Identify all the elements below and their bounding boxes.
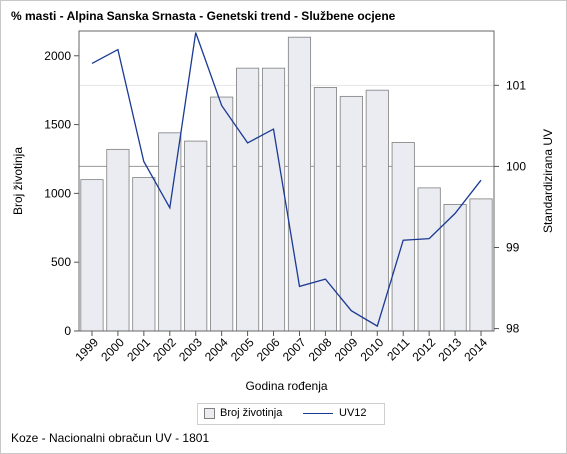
x-tick-label-2012: 2012 [409, 335, 438, 364]
chart-legend: Broj životinja UV12 [197, 403, 385, 425]
x-tick-label-2008: 2008 [306, 335, 335, 364]
bar-2006 [261, 67, 286, 332]
footnote: Koze - Nacionalni obračun UV - 1801 [11, 431, 210, 445]
y-tick-label-500: 500 [51, 255, 71, 269]
uv12-line [91, 32, 482, 328]
legend-label-line: UV12 [339, 407, 367, 419]
bar-2004 [210, 96, 234, 332]
y2-axis-title: Standardizirana UV [541, 129, 555, 233]
x-tick-label-2000: 2000 [98, 335, 127, 364]
x-tick-label-2013: 2013 [435, 335, 464, 364]
x-tick-label-2004: 2004 [202, 335, 231, 364]
legend-item-line: UV12 [303, 407, 367, 419]
y-tick-label-1500: 1500 [44, 118, 71, 132]
legend-item-bars: Broj životinja [204, 407, 282, 419]
legend-line-swatch [303, 412, 333, 414]
y-tick-label-1000: 1000 [44, 186, 71, 200]
x-tick-label-2011: 2011 [384, 335, 412, 363]
chart-title: % masti - Alpina Sanska Srnasta - Genets… [11, 9, 396, 23]
x-tick-label-2010: 2010 [358, 335, 387, 364]
bar-2001 [132, 177, 156, 332]
bar-2009 [339, 95, 363, 332]
y2-tick-label-100: 100 [506, 159, 526, 173]
bar-2003 [184, 140, 208, 332]
bar-2013 [443, 203, 467, 332]
y-tick-label-2000: 2000 [44, 49, 71, 63]
bar-2014 [469, 198, 493, 332]
x-tick-label-1999: 1999 [72, 335, 101, 364]
bar-2000 [106, 148, 130, 332]
y2-tick-label-98: 98 [506, 322, 520, 336]
y-tick-label-0: 0 [64, 324, 71, 338]
x-tick-label-2002: 2002 [150, 335, 179, 364]
bar-2005 [236, 67, 260, 332]
x-tick-label-2007: 2007 [280, 335, 309, 364]
x-tick-label-2014: 2014 [461, 335, 490, 364]
bar-2012 [417, 187, 441, 332]
y2-tick-label-101: 101 [506, 78, 526, 92]
bar-2011 [391, 142, 415, 332]
x-tick-label-2006: 2006 [254, 335, 283, 364]
x-axis-title: Godina rođenja [245, 379, 327, 393]
bar-1999 [80, 179, 104, 332]
legend-label-bars: Broj životinja [220, 407, 283, 419]
y-axis-title: Broj životinja [11, 147, 25, 215]
y2-tick-label-99: 99 [506, 240, 520, 254]
x-tick-label-2003: 2003 [176, 335, 205, 364]
x-tick-label-2001: 2001 [124, 335, 153, 364]
bar-2002 [158, 132, 182, 332]
x-tick-label-2009: 2009 [332, 335, 361, 364]
legend-bar-swatch [204, 407, 215, 419]
plot-border [78, 30, 495, 332]
bar-2008 [313, 87, 337, 332]
bar-2010 [365, 89, 389, 332]
x-tick-label-2005: 2005 [228, 335, 257, 364]
